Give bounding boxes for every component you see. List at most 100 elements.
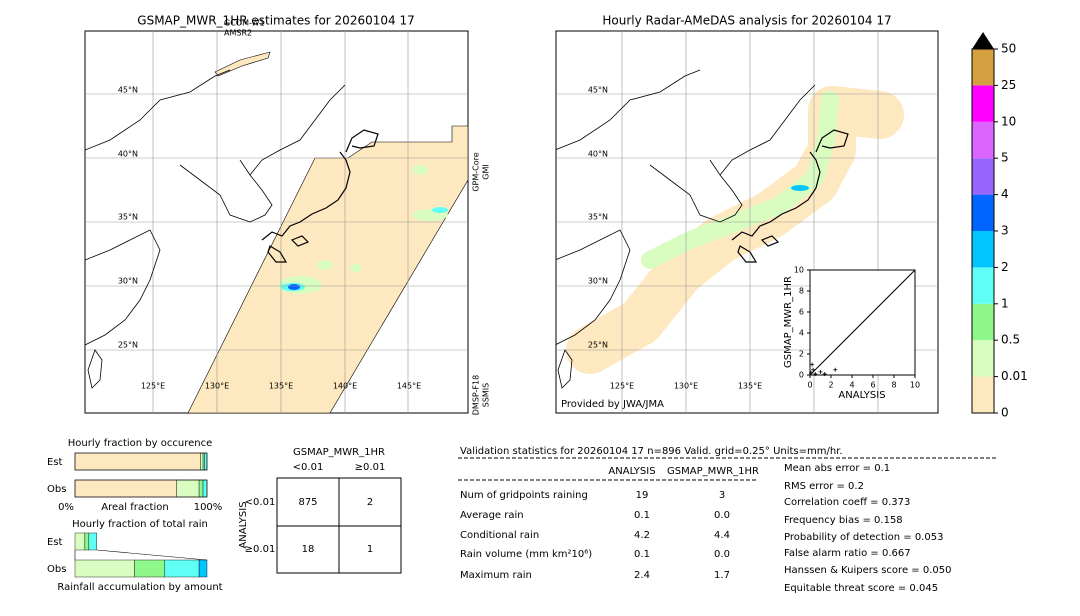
col-label: ≥0.01 [355, 462, 386, 473]
colorbar-segment [972, 376, 994, 413]
sat-label: DMSP-F18 [472, 375, 481, 415]
swath [214, 51, 271, 77]
column-header: GSMAP_MWR_1HR [667, 466, 759, 477]
lon-label: 130°E [674, 382, 698, 391]
x-tick-label: 8 [891, 381, 896, 390]
lat-label: 45°N [588, 86, 608, 95]
lon-label: 130°E [205, 382, 229, 391]
fraction-bar [198, 479, 204, 498]
connector [74, 549, 208, 561]
lon-label: 140°E [333, 382, 357, 391]
rain-patch [288, 284, 300, 290]
fraction-bar [74, 532, 86, 551]
stat-value: 0.1 [634, 510, 650, 521]
fraction-bar [204, 452, 208, 471]
stat-label: Average rain [460, 510, 524, 521]
x-axis-label: ANALYSIS [838, 390, 885, 401]
colorbar-segment [972, 121, 994, 159]
table-cell: 875 [298, 497, 317, 508]
y-tick-label: 10 [794, 266, 804, 275]
fraction-bar [74, 452, 201, 471]
bar-frame [74, 479, 208, 498]
score: Equitable threat score = 0.045 [784, 583, 938, 594]
y-tick-label: 0 [799, 371, 804, 380]
colorbar-label: 1 [1001, 296, 1009, 310]
map-title: Hourly Radar-AMeDAS analysis for 2026010… [602, 14, 891, 28]
x-tick-label: 2 [828, 381, 833, 390]
lon-label: 125°E [141, 382, 165, 391]
stat-value: 19 [636, 490, 649, 501]
panel-title: Hourly fraction by occurence [68, 438, 212, 449]
stat-value: 4.2 [634, 530, 650, 541]
colorbar-label: 50 [1001, 42, 1016, 56]
stat-value: 1.7 [714, 570, 730, 581]
lat-label: 35°N [118, 213, 138, 222]
sat-label: GCOM-W1 [224, 19, 265, 28]
score: Correlation coeff = 0.373 [784, 497, 910, 508]
colorbar-segment [972, 303, 994, 341]
score: False alarm ratio = 0.667 [784, 548, 911, 559]
axis-tick-label: 0% [58, 502, 74, 513]
lon-label: 135°E [269, 382, 293, 391]
colorbar-label: 5 [1001, 151, 1009, 165]
fraction-bar [74, 479, 177, 498]
axis-tick-label: 100% [194, 502, 223, 513]
map-title: GSMAP_MWR_1HR estimates for 20260104 17 [137, 14, 414, 28]
fraction-bar [84, 532, 90, 551]
fraction-bar [88, 532, 97, 551]
colorbar-segment [972, 158, 994, 195]
scatter-point [833, 367, 838, 372]
row-label: Est [47, 457, 63, 468]
stat-value: 0.1 [634, 549, 650, 560]
colorbar-label: 0.5 [1001, 333, 1020, 347]
colorbar-segment [972, 340, 994, 377]
fraction-bar [176, 479, 200, 498]
lat-label: 25°N [588, 341, 608, 350]
table-cell: 1 [367, 544, 373, 555]
stat-label: Conditional rain [460, 530, 539, 541]
scatter-point [809, 370, 814, 375]
colorbar-label: 0 [1001, 406, 1009, 420]
stat-label: Rain volume (mm km²10⁶) [460, 549, 592, 560]
axis-label: Areal fraction [101, 502, 168, 513]
colorbar-segment [972, 267, 994, 304]
y-tick-label: 8 [799, 287, 804, 296]
x-tick-label: 10 [910, 381, 920, 390]
fraction-bar [74, 559, 135, 578]
fraction-bar [200, 452, 204, 471]
column-header: ANALYSIS [608, 466, 655, 477]
table-cell: 18 [302, 544, 315, 555]
lon-label: 145°E [397, 382, 421, 391]
stat-value: 0.0 [714, 510, 730, 521]
scatter-point [813, 371, 818, 376]
sat-label: AMSR2 [224, 29, 252, 38]
sat-label: GPM-Core [472, 152, 481, 191]
y-axis-label: GSMAP_MWR_1HR [783, 276, 794, 368]
table-title: GSMAP_MWR_1HR [293, 447, 385, 458]
lat-label: 40°N [118, 150, 138, 159]
colorbar-segment [972, 85, 994, 122]
fraction-bar [164, 559, 200, 578]
y-tick-label: 2 [799, 350, 804, 359]
row-label: Est [47, 537, 63, 548]
table-cell: 2 [367, 497, 373, 508]
fraction-bar [198, 559, 208, 578]
scatter-point [818, 369, 823, 374]
col-label: <0.01 [293, 462, 324, 473]
colorbar-label: 2 [1001, 260, 1009, 274]
fraction-bar [202, 479, 208, 498]
colorbar-label: 4 [1001, 187, 1009, 201]
row-title: ANALYSIS [238, 501, 249, 548]
row-label: Obs [47, 484, 66, 495]
colorbar-label: 3 [1001, 224, 1009, 238]
stat-label: Maximum rain [460, 570, 532, 581]
y-tick-label: 4 [799, 329, 804, 338]
scatter-point [811, 367, 816, 372]
colorbar-segment [972, 231, 994, 268]
lat-label: 35°N [588, 213, 608, 222]
lat-label: 25°N [118, 341, 138, 350]
lat-label: 30°N [118, 277, 138, 286]
stat-value: 3 [719, 490, 725, 501]
x-tick-label: 6 [870, 381, 875, 390]
